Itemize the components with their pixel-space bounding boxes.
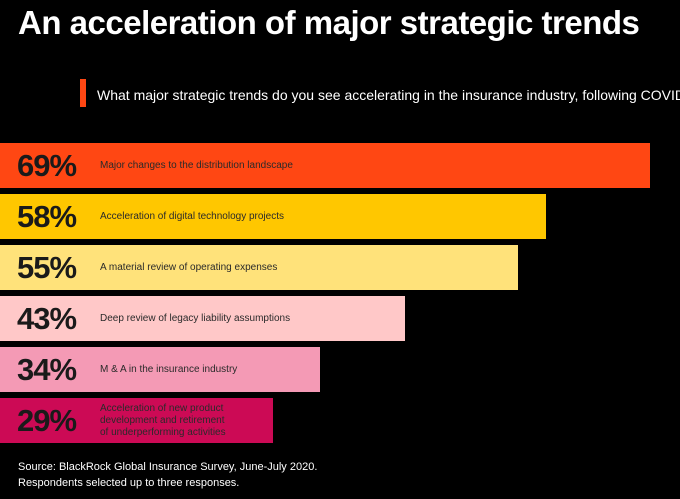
- bar-value-label: 43%: [17, 301, 77, 336]
- bar-category-label: Major changes to the distribution landsc…: [100, 160, 293, 171]
- bar-category-label: Acceleration of digital technology proje…: [100, 211, 284, 222]
- source-line-1: Source: BlackRock Global Insurance Surve…: [18, 461, 318, 473]
- bar-value-label: 58%: [17, 199, 77, 234]
- bar-3: [0, 245, 518, 290]
- bar-1: [0, 143, 650, 188]
- bar-value-label: 55%: [17, 250, 77, 285]
- bar-category-label: M & A in the insurance industry: [100, 364, 238, 375]
- bar-value-label: 69%: [17, 148, 77, 183]
- bar-6: [0, 398, 273, 443]
- bar-category-label: Acceleration of new product development …: [100, 403, 226, 438]
- source-note: Source: BlackRock Global Insurance Surve…: [18, 459, 317, 491]
- survey-question: What major strategic trends do you see a…: [97, 87, 680, 103]
- bar-5: [0, 347, 320, 392]
- bar-category-label: Deep review of legacy liability assumpti…: [100, 313, 291, 324]
- bar-value-label: 34%: [17, 352, 77, 387]
- source-line-2: Respondents selected up to three respons…: [18, 477, 240, 489]
- bar-value-label: 29%: [17, 403, 77, 438]
- page-title: An acceleration of major strategic trend…: [18, 4, 640, 41]
- bar-4: [0, 296, 405, 341]
- question-marker: [80, 79, 86, 107]
- bar-2: [0, 194, 546, 239]
- bar-category-label: A material review of operating expenses: [100, 262, 278, 273]
